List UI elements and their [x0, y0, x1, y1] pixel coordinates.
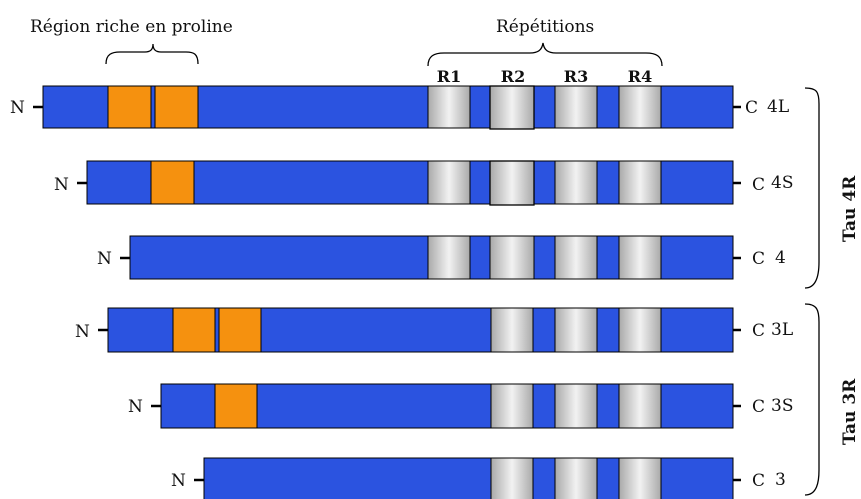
- repeat-box-r1: [490, 457, 534, 499]
- repeats-label: Répétitions: [496, 17, 594, 37]
- n-terminus-label: N: [75, 322, 90, 342]
- proline-box: [172, 307, 216, 353]
- isoform-row-3s: N C 3S: [128, 383, 793, 429]
- repeat-box-r2: [489, 160, 535, 206]
- n-terminus-label: N: [171, 471, 186, 491]
- n-terminus-label: N: [54, 175, 69, 195]
- isoform-name: 3L: [771, 320, 793, 340]
- repeat-label-r4: R4: [628, 67, 652, 86]
- isoform-row-4: N C 4: [97, 235, 786, 280]
- tau-3r-label: Tau 3R: [840, 378, 860, 445]
- repeat-label-r3: R3: [564, 67, 588, 86]
- n-terminus-label: N: [10, 98, 25, 118]
- c-terminus-label: C: [752, 249, 765, 269]
- isoform-row-3: N C 3: [171, 457, 786, 499]
- proline-box: [107, 85, 152, 129]
- repeat-box-r4: [618, 383, 662, 429]
- n-terminus-label: N: [128, 397, 143, 417]
- repeat-box-r3: [554, 307, 598, 353]
- repeat-box-r3: [554, 160, 598, 205]
- tau-4r-label: Tau 4R: [840, 175, 860, 242]
- proline-region-brace: [105, 43, 199, 65]
- tau-4r-brace: [804, 87, 820, 289]
- proline-region-label: Région riche en proline: [30, 17, 233, 37]
- repeat-box-r4: [618, 457, 662, 499]
- repeat-box-r1: [427, 160, 471, 205]
- repeat-box-r1: [427, 85, 471, 129]
- repeat-box-r1: [490, 383, 534, 429]
- repeat-box-r4: [618, 307, 662, 353]
- proline-box: [218, 307, 262, 353]
- repeat-label-r2: R2: [501, 67, 525, 86]
- repeat-box-r3: [554, 85, 598, 129]
- isoform-name: 4S: [771, 173, 793, 193]
- repeat-box-r4: [618, 160, 662, 205]
- repeat-box-r4: [618, 235, 662, 280]
- repeat-box-r4: [618, 85, 662, 129]
- c-terminus-label: C: [752, 471, 765, 491]
- isoform-name: 4: [775, 248, 786, 268]
- n-terminus-label: N: [97, 249, 112, 269]
- c-terminus-label: C: [752, 321, 765, 341]
- isoform-row-4s: N C 4S: [54, 160, 793, 206]
- repeat-box-r2: [489, 235, 535, 280]
- isoform-row-3l: N C 3L: [75, 307, 793, 353]
- repeats-brace: [427, 42, 663, 67]
- isoform-name: 3S: [771, 396, 793, 416]
- c-terminus-label: C: [752, 397, 765, 417]
- repeat-box-r3: [554, 457, 598, 499]
- repeat-box-r1: [427, 235, 471, 280]
- repeat-box-r2: [489, 85, 535, 130]
- repeat-box-r3: [554, 235, 598, 280]
- repeat-label-r1: R1: [437, 67, 461, 86]
- c-terminus-label: C: [752, 175, 765, 195]
- proline-box: [214, 383, 258, 429]
- proline-box: [150, 160, 195, 205]
- isoform-row-4l: N C 4L: [10, 85, 789, 130]
- isoform-name: 3: [775, 470, 786, 490]
- isoform-name: 4L: [767, 97, 789, 117]
- tau-3r-brace: [804, 303, 820, 496]
- c-terminus-label: C: [745, 98, 758, 118]
- repeat-box-r3: [554, 383, 598, 429]
- repeat-box-r1: [490, 307, 534, 353]
- proline-box: [154, 85, 199, 129]
